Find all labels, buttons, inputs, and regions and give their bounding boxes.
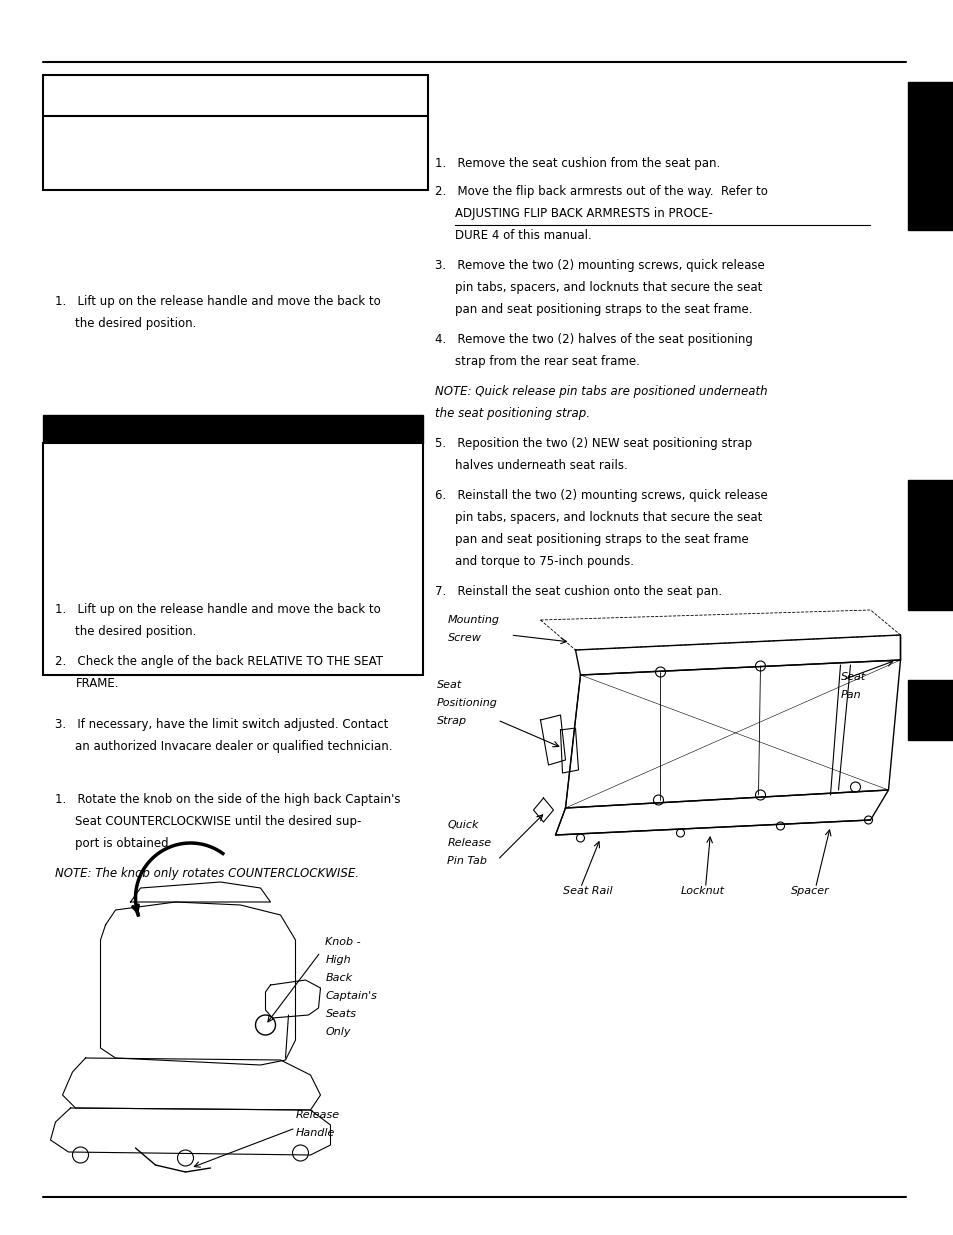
Text: Quick: Quick — [447, 820, 478, 830]
Text: port is obtained.: port is obtained. — [75, 837, 172, 850]
Text: Seat: Seat — [436, 680, 461, 690]
Text: pin tabs, spacers, and locknuts that secure the seat: pin tabs, spacers, and locknuts that sec… — [455, 511, 762, 524]
Text: Back: Back — [325, 973, 353, 983]
Text: 6.   Reinstall the two (2) mounting screws, quick release: 6. Reinstall the two (2) mounting screws… — [435, 489, 767, 501]
Text: Screw: Screw — [447, 634, 481, 643]
Text: Positioning: Positioning — [436, 698, 497, 708]
Text: pan and seat positioning straps to the seat frame.: pan and seat positioning straps to the s… — [455, 303, 752, 316]
Text: 7.   Reinstall the seat cushion onto the seat pan.: 7. Reinstall the seat cushion onto the s… — [435, 585, 721, 598]
Bar — [44, 443, 423, 676]
Text: Seat COUNTERCLOCKWISE until the desired sup-: Seat COUNTERCLOCKWISE until the desired … — [75, 815, 361, 827]
Text: FRAME.: FRAME. — [75, 677, 119, 690]
Text: pin tabs, spacers, and locknuts that secure the seat: pin tabs, spacers, and locknuts that sec… — [455, 282, 762, 294]
Text: Release: Release — [295, 1110, 339, 1120]
Text: 4.   Remove the two (2) halves of the seat positioning: 4. Remove the two (2) halves of the seat… — [435, 333, 753, 346]
Text: Seats: Seats — [325, 1009, 356, 1019]
Text: Spacer: Spacer — [790, 885, 828, 897]
Text: 1.   Lift up on the release handle and move the back to: 1. Lift up on the release handle and mov… — [55, 603, 381, 616]
Text: the desired position.: the desired position. — [75, 317, 196, 330]
Text: 5.   Reposition the two (2) NEW seat positioning strap: 5. Reposition the two (2) NEW seat posit… — [435, 437, 752, 450]
Text: Strap: Strap — [436, 716, 466, 726]
Text: 3.   Remove the two (2) mounting screws, quick release: 3. Remove the two (2) mounting screws, q… — [435, 259, 764, 272]
Text: Captain's: Captain's — [325, 990, 377, 1002]
Text: Mounting: Mounting — [447, 615, 499, 625]
Text: strap from the rear seat frame.: strap from the rear seat frame. — [455, 354, 639, 368]
Bar — [907, 480, 953, 610]
Text: Release: Release — [447, 839, 491, 848]
Text: 1.   Remove the seat cushion from the seat pan.: 1. Remove the seat cushion from the seat… — [435, 157, 720, 170]
Text: Handle: Handle — [295, 1128, 335, 1137]
Text: 1.   Rotate the knob on the side of the high back Captain's: 1. Rotate the knob on the side of the hi… — [55, 793, 400, 806]
Bar — [907, 82, 953, 230]
Text: Locknut: Locknut — [679, 885, 723, 897]
Text: NOTE: The knob only rotates COUNTERCLOCKWISE.: NOTE: The knob only rotates COUNTERCLOCK… — [55, 867, 359, 881]
Text: NOTE: Quick release pin tabs are positioned underneath: NOTE: Quick release pin tabs are positio… — [435, 385, 767, 398]
Text: DURE 4 of this manual.: DURE 4 of this manual. — [455, 228, 592, 242]
Text: Only: Only — [325, 1028, 351, 1037]
Text: 2.   Move the flip back armrests out of the way.  Refer to: 2. Move the flip back armrests out of th… — [435, 185, 767, 198]
Bar — [44, 75, 428, 190]
Text: pan and seat positioning straps to the seat frame: pan and seat positioning straps to the s… — [455, 534, 748, 546]
Text: 3.   If necessary, have the limit switch adjusted. Contact: 3. If necessary, have the limit switch a… — [55, 718, 389, 731]
Text: Pan: Pan — [840, 690, 861, 700]
Text: 1.   Lift up on the release handle and move the back to: 1. Lift up on the release handle and mov… — [55, 295, 381, 308]
Text: ADJUSTING FLIP BACK ARMRESTS in PROCE-: ADJUSTING FLIP BACK ARMRESTS in PROCE- — [455, 207, 713, 220]
Text: High: High — [325, 955, 351, 965]
Text: the seat positioning strap.: the seat positioning strap. — [435, 408, 590, 420]
Text: the desired position.: the desired position. — [75, 625, 196, 638]
Text: 2.   Check the angle of the back RELATIVE TO THE SEAT: 2. Check the angle of the back RELATIVE … — [55, 655, 383, 668]
Text: and torque to 75-inch pounds.: and torque to 75-inch pounds. — [455, 555, 634, 568]
Text: Knob -: Knob - — [325, 937, 361, 947]
Bar — [44, 415, 423, 443]
Text: an authorized Invacare dealer or qualified technician.: an authorized Invacare dealer or qualifi… — [75, 740, 393, 753]
Bar — [907, 680, 953, 740]
Text: Pin Tab: Pin Tab — [447, 856, 487, 866]
Text: Seat: Seat — [840, 672, 864, 682]
Text: Seat Rail: Seat Rail — [563, 885, 613, 897]
Text: halves underneath seat rails.: halves underneath seat rails. — [455, 459, 628, 472]
